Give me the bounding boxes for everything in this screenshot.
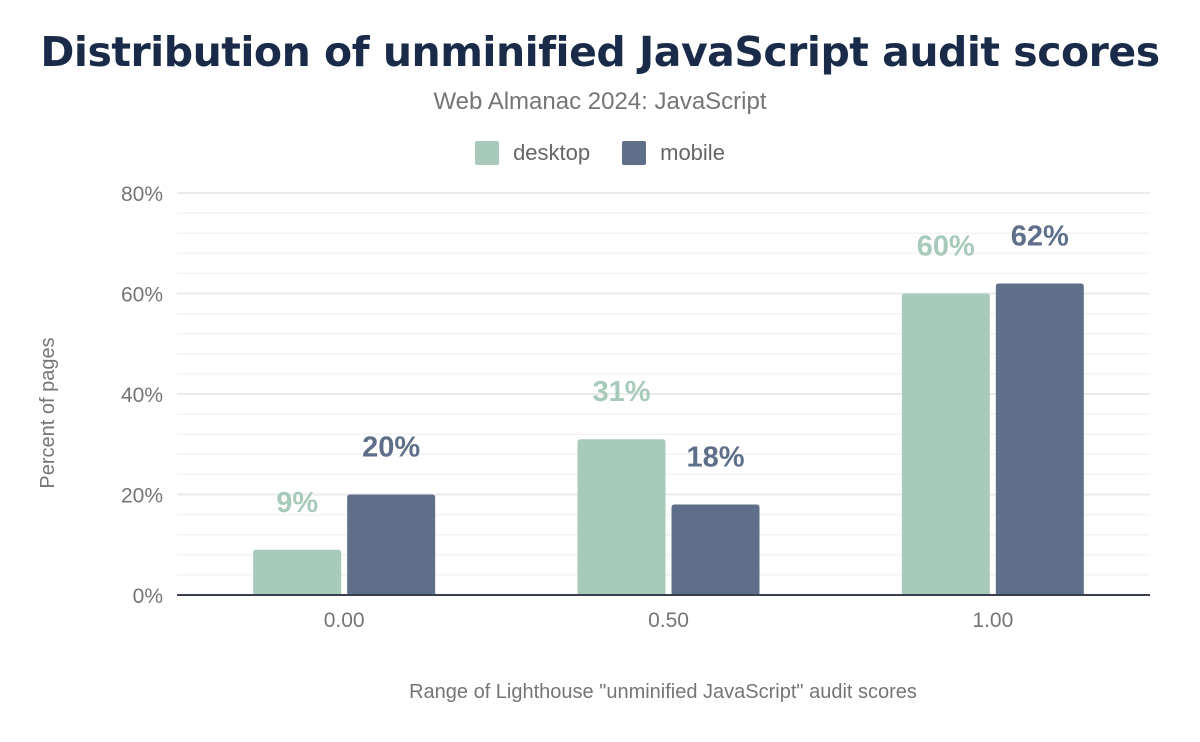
legend-swatch-mobile — [622, 141, 647, 165]
bar-mobile — [995, 283, 1084, 595]
bar-mobile — [347, 494, 436, 595]
x-tick-label: 0.00 — [324, 609, 365, 632]
legend-item-mobile[interactable]: mobile — [622, 140, 725, 166]
legend-label-mobile: mobile — [660, 140, 725, 165]
y-tick-label: 40% — [121, 384, 163, 407]
bar-desktop — [577, 439, 666, 595]
legend-item-desktop[interactable]: desktop — [475, 140, 590, 166]
y-tick-label: 0% — [133, 585, 163, 608]
legend-label-desktop: desktop — [513, 140, 591, 165]
data-label-mobile: 62% — [1011, 220, 1069, 252]
y-tick-label: 60% — [121, 284, 163, 307]
y-axis-label: Percent of pages — [37, 337, 59, 488]
bar-desktop — [901, 293, 990, 595]
chart-subtitle: Web Almanac 2024: JavaScript — [433, 88, 767, 115]
legend-swatch-desktop — [475, 141, 500, 165]
y-tick-label: 80% — [121, 183, 163, 206]
data-label-desktop: 31% — [592, 376, 650, 408]
data-label-desktop: 9% — [276, 487, 318, 519]
x-tick-label: 1.00 — [972, 609, 1013, 632]
data-label-desktop: 60% — [917, 231, 975, 263]
bar-mobile — [671, 504, 760, 595]
legend: desktop mobile — [0, 140, 1200, 166]
bar-desktop — [253, 549, 342, 595]
chart-title: Distribution of unminified JavaScript au… — [40, 28, 1160, 76]
data-label-mobile: 18% — [686, 442, 744, 474]
y-tick-label: 20% — [121, 485, 163, 508]
x-tick-label: 0.50 — [648, 609, 689, 632]
x-axis-label: Range of Lighthouse "unminified JavaScri… — [409, 681, 917, 703]
data-label-mobile: 20% — [362, 432, 420, 464]
